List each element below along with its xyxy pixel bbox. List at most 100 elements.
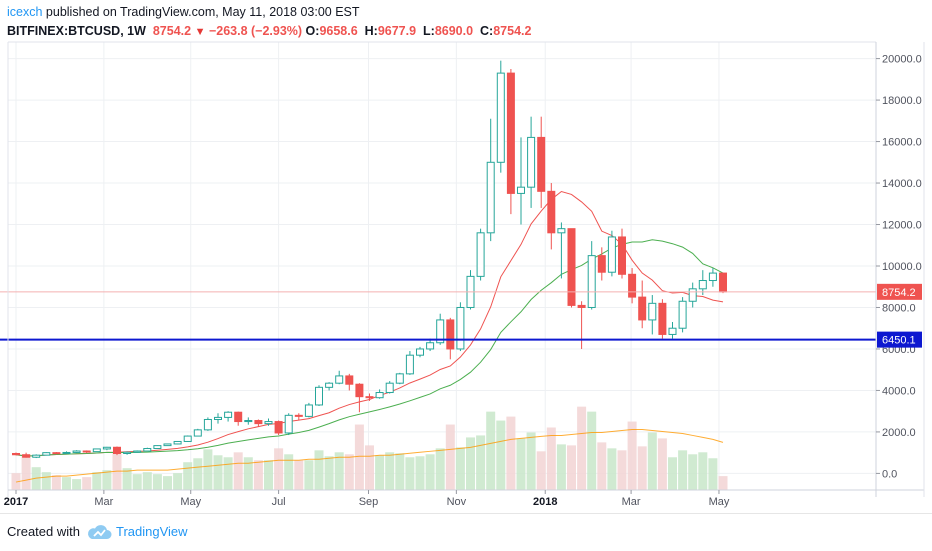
tradingview-brand[interactable]: TradingView [116, 524, 188, 539]
candle-down [567, 228, 576, 306]
volume-bar [657, 438, 667, 490]
candle-down [234, 411, 243, 423]
candle-down [254, 420, 263, 425]
candle-down [618, 236, 626, 275]
volume-bar [486, 411, 496, 490]
candle-up [123, 451, 132, 454]
close-label: C: [480, 24, 494, 38]
candle-up [163, 443, 172, 447]
candle-up [678, 300, 687, 329]
x-tick-label: Jul [272, 496, 286, 508]
x-tick-label: May [180, 496, 201, 508]
candle-up [648, 302, 657, 321]
volume-bar [253, 460, 263, 490]
candle-up [325, 382, 334, 388]
volume-bar [556, 444, 566, 490]
candle-up [304, 404, 313, 417]
price-tags: 8754.2 6450.1 [877, 283, 922, 348]
tradingview-cloud-icon[interactable] [86, 523, 112, 541]
volume-bar [82, 477, 92, 490]
publish-text: published on TradingView.com, May 11, 20… [42, 5, 360, 19]
author-link[interactable]: icexch [7, 5, 43, 19]
volume-bar [516, 438, 526, 490]
price-change: −263.8 (−2.93%) [208, 24, 303, 38]
x-tick-label: Sep [359, 496, 379, 508]
candle-up [72, 450, 81, 453]
volume-bar [183, 462, 193, 490]
volume-bar [466, 437, 475, 490]
candle-up [708, 272, 717, 282]
volume-bar [122, 468, 132, 490]
candle-up [476, 232, 485, 277]
candle-down [294, 414, 303, 417]
ma-fast-line [15, 190, 724, 457]
candle-down [12, 452, 20, 456]
open-label: O: [305, 24, 320, 38]
y-tick-label: 12000.0 [882, 220, 922, 232]
candle-up [456, 306, 465, 350]
candle-up [527, 136, 536, 188]
candle-up [224, 411, 233, 418]
candle-up [395, 373, 404, 384]
volume-bar [274, 448, 284, 490]
volume-bar [708, 458, 718, 490]
price-chart[interactable]: 0.02000.04000.06000.08000.010000.012000.… [0, 0, 932, 513]
support-price-tag-bg [877, 331, 922, 348]
candle-up [496, 72, 505, 163]
volume-bar [567, 445, 576, 490]
volume-bar [142, 472, 152, 490]
candle-down [658, 302, 667, 335]
ohlc-legend: BITFINEX:BTCUSD, 1W 8754.2 ▼ −263.8 (−2.… [7, 24, 531, 38]
volume-bar [476, 435, 486, 490]
price-axis[interactable]: 0.02000.04000.06000.08000.010000.012000.… [876, 54, 922, 481]
moving-average-series [15, 190, 724, 457]
high-label: H: [364, 24, 378, 38]
y-tick-label: 14000.0 [882, 178, 922, 190]
candle-down [506, 72, 515, 194]
candle-down [355, 383, 364, 398]
volume-bar [526, 432, 536, 490]
volume-bar [223, 457, 233, 490]
candle-up [203, 418, 212, 431]
y-tick-label: 0.0 [882, 468, 897, 480]
x-tick-label: May [709, 496, 730, 508]
y-tick-label: 16000.0 [882, 137, 922, 149]
horizontal-lines[interactable] [0, 291, 876, 341]
volume-bar [496, 420, 506, 490]
low-label: L: [423, 24, 435, 38]
candle-down [547, 190, 556, 234]
candle-down [82, 450, 91, 453]
volume-bar [395, 453, 405, 490]
created-with-label: Created with [7, 524, 80, 539]
y-tick-label: 2000.0 [882, 427, 916, 439]
support-price-tag: 6450.1 [882, 335, 916, 347]
volume-bar [354, 424, 364, 490]
volume-bar [688, 454, 698, 490]
volume-ma-series [15, 428, 724, 483]
volume-bar [536, 451, 546, 490]
candle-up [133, 450, 142, 453]
candle-up [688, 288, 697, 302]
candle-up [335, 375, 344, 384]
y-tick-label: 20000.0 [882, 54, 922, 66]
volume-bar [647, 432, 657, 490]
x-tick-label: Mar [622, 496, 641, 508]
candle-up [375, 392, 384, 399]
volume-bar [587, 411, 597, 490]
footer: Created with TradingView [0, 513, 932, 551]
candle-up [426, 342, 435, 350]
volume-bar [284, 454, 294, 490]
symbol-label[interactable]: BITFINEX:BTCUSD, 1W [7, 24, 146, 38]
candle-up [62, 451, 71, 454]
candle-up [42, 452, 51, 456]
chart-header: icexch published on TradingView.com, May… [0, 0, 932, 42]
volume-bar [193, 458, 203, 490]
volume-bar [304, 460, 314, 490]
candle-up [153, 445, 162, 450]
volume-bar [617, 450, 627, 490]
volume-bar [668, 457, 677, 490]
x-tick-label: Mar [94, 496, 113, 508]
candle-up [698, 280, 707, 290]
time-axis[interactable]: 2017 Mar May Jul Sep Nov 2018 Mar May [4, 490, 730, 508]
volume-bar [51, 475, 61, 490]
